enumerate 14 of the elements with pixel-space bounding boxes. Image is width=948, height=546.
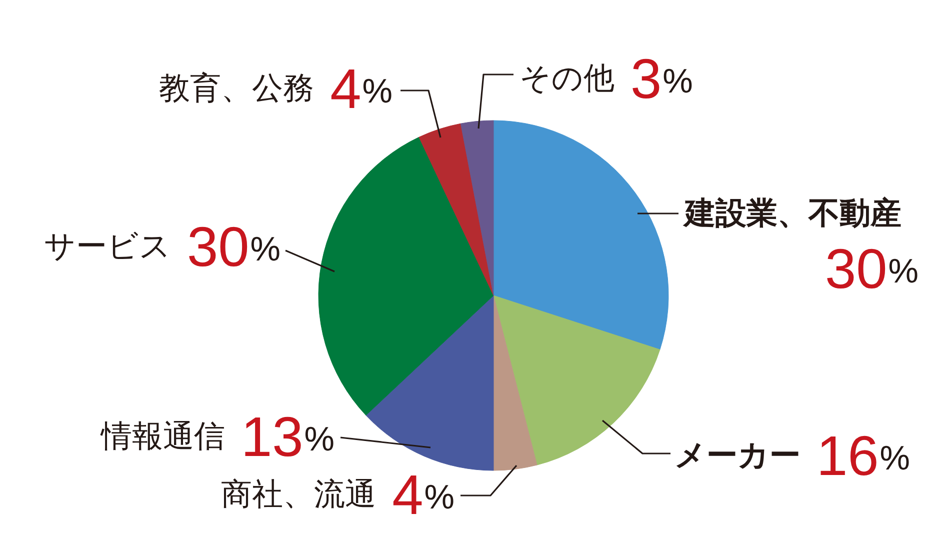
data-label: 4% [330,57,393,120]
slice-label: 教育、公務 [159,70,314,106]
data-label: 30% [825,237,919,300]
slice-label: メーカー [674,438,800,474]
slice-label: 建設業、不動産 [682,196,902,232]
slice-label: 商社、流通 [221,476,376,512]
slice-label: その他 [520,60,614,96]
data-label: 3% [630,47,693,110]
slice-label: 情報通信 [100,418,225,454]
data-label: 30% [187,215,281,278]
data-label: 16% [816,424,910,487]
slice-label: サービス [44,228,171,264]
data-label: 4% [392,463,455,526]
data-label: 13% [241,405,335,468]
